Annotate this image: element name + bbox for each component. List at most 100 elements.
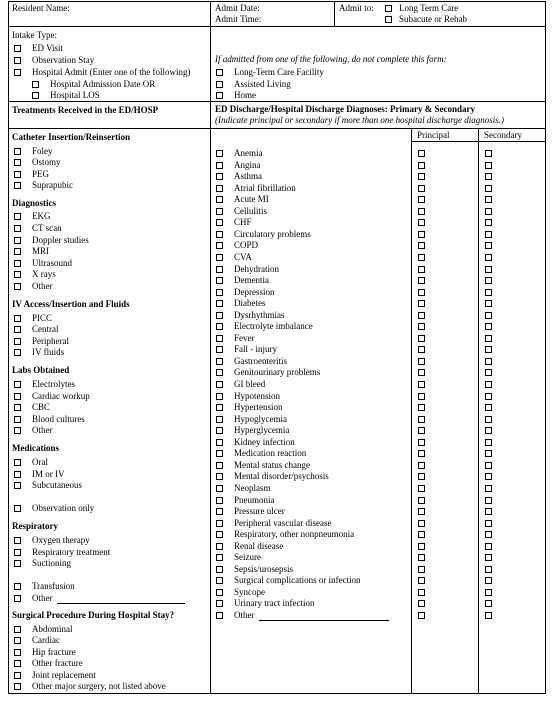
diagnosis-row[interactable]: Fever bbox=[216, 333, 255, 344]
secondary-checkbox[interactable] bbox=[485, 497, 492, 504]
checkbox[interactable] bbox=[14, 649, 21, 656]
principal-checkbox[interactable] bbox=[418, 300, 425, 307]
principal-checkbox[interactable] bbox=[418, 369, 425, 376]
diagnosis-checkbox[interactable] bbox=[216, 312, 223, 319]
checkbox[interactable] bbox=[14, 626, 21, 633]
principal-checkbox[interactable] bbox=[418, 543, 425, 550]
diagnosis-checkbox[interactable] bbox=[216, 612, 223, 619]
secondary-checkbox[interactable] bbox=[485, 196, 492, 203]
resp-oxygen[interactable]: Oxygen therapy bbox=[14, 535, 90, 546]
diagnosis-row[interactable]: Depression bbox=[216, 287, 275, 298]
checkbox[interactable] bbox=[14, 148, 21, 155]
diagnosis-checkbox[interactable] bbox=[216, 231, 223, 238]
principal-checkbox[interactable] bbox=[418, 473, 425, 480]
diagnosis-checkbox[interactable] bbox=[216, 462, 223, 469]
principal-checkbox[interactable] bbox=[418, 185, 425, 192]
principal-checkbox[interactable] bbox=[418, 462, 425, 469]
principal-checkbox[interactable] bbox=[418, 393, 425, 400]
secondary-checkbox[interactable] bbox=[485, 485, 492, 492]
principal-checkbox[interactable] bbox=[418, 254, 425, 261]
intake-admission-date[interactable]: Hospital Admission Date OR bbox=[32, 79, 155, 90]
secondary-checkbox[interactable] bbox=[485, 450, 492, 457]
diagnosis-checkbox[interactable] bbox=[216, 520, 223, 527]
principal-checkbox[interactable] bbox=[418, 208, 425, 215]
secondary-checkbox[interactable] bbox=[485, 566, 492, 573]
diagnosis-row[interactable]: Dehydration bbox=[216, 264, 279, 275]
diagnosis-checkbox[interactable] bbox=[216, 173, 223, 180]
principal-checkbox[interactable] bbox=[418, 266, 425, 273]
principal-checkbox[interactable] bbox=[418, 231, 425, 238]
secondary-checkbox[interactable] bbox=[485, 162, 492, 169]
lab-electrolytes[interactable]: Electrolytes bbox=[14, 379, 75, 390]
diagnosis-row[interactable]: Hyperglycemia bbox=[216, 425, 289, 436]
diagnostic-ekg[interactable]: EKG bbox=[14, 211, 51, 222]
treatment-peg[interactable]: PEG bbox=[14, 169, 49, 180]
secondary-checkbox[interactable] bbox=[485, 300, 492, 307]
principal-checkbox[interactable] bbox=[418, 242, 425, 249]
facility-assisted-living[interactable]: Assisted Living bbox=[216, 79, 291, 90]
facility-ltc[interactable]: Long-Term Care Facility bbox=[216, 67, 324, 78]
diagnosis-row[interactable]: Sepsis/urosepsis bbox=[216, 564, 293, 575]
principal-checkbox[interactable] bbox=[418, 416, 425, 423]
principal-checkbox[interactable] bbox=[418, 150, 425, 157]
principal-checkbox[interactable] bbox=[418, 600, 425, 607]
secondary-checkbox[interactable] bbox=[485, 462, 492, 469]
med-oral[interactable]: Oral bbox=[14, 457, 48, 468]
principal-checkbox[interactable] bbox=[418, 531, 425, 538]
checkbox[interactable] bbox=[216, 81, 223, 88]
diagnosis-row[interactable]: CHF bbox=[216, 217, 252, 228]
diagnosis-row[interactable]: Hypertension bbox=[216, 402, 283, 413]
diagnosis-checkbox[interactable] bbox=[216, 566, 223, 573]
checkbox[interactable] bbox=[14, 57, 21, 64]
diagnosis-checkbox[interactable] bbox=[216, 577, 223, 584]
diagnosis-checkbox[interactable] bbox=[216, 266, 223, 273]
secondary-checkbox[interactable] bbox=[485, 312, 492, 319]
diagnosis-checkbox[interactable] bbox=[216, 427, 223, 434]
checkbox[interactable] bbox=[14, 237, 21, 244]
checkbox[interactable] bbox=[14, 182, 21, 189]
checkbox[interactable] bbox=[32, 81, 39, 88]
checkbox[interactable] bbox=[14, 672, 21, 679]
diagnosis-row[interactable]: Seizure bbox=[216, 552, 261, 563]
diagnosis-checkbox[interactable] bbox=[216, 185, 223, 192]
intake-hospital-los[interactable]: Hospital LOS bbox=[32, 90, 100, 101]
diagnosis-row[interactable]: Acute MI bbox=[216, 194, 269, 205]
secondary-checkbox[interactable] bbox=[485, 346, 492, 353]
checkbox[interactable] bbox=[14, 159, 21, 166]
checkbox[interactable] bbox=[216, 92, 223, 99]
checkbox[interactable] bbox=[14, 171, 21, 178]
principal-checkbox[interactable] bbox=[418, 277, 425, 284]
diagnosis-checkbox[interactable] bbox=[216, 358, 223, 365]
checkbox[interactable] bbox=[14, 393, 21, 400]
principal-checkbox[interactable] bbox=[418, 162, 425, 169]
diagnosis-checkbox[interactable] bbox=[216, 473, 223, 480]
principal-checkbox[interactable] bbox=[418, 589, 425, 596]
secondary-checkbox[interactable] bbox=[485, 231, 492, 238]
diagnostic-xrays[interactable]: X rays bbox=[14, 269, 56, 280]
secondary-checkbox[interactable] bbox=[485, 289, 492, 296]
secondary-checkbox[interactable] bbox=[485, 277, 492, 284]
diagnosis-row[interactable]: Angina bbox=[216, 160, 261, 171]
diagnosis-checkbox[interactable] bbox=[216, 242, 223, 249]
principal-checkbox[interactable] bbox=[418, 358, 425, 365]
diagnosis-row[interactable]: Other bbox=[216, 610, 389, 621]
diagnosis-row[interactable]: Gastroenteritis bbox=[216, 356, 287, 367]
diagnosis-checkbox[interactable] bbox=[216, 393, 223, 400]
diagnosis-checkbox[interactable] bbox=[216, 254, 223, 261]
admit-option-long-term-care[interactable]: Long Term Care bbox=[385, 3, 458, 14]
checkbox[interactable] bbox=[14, 537, 21, 544]
secondary-checkbox[interactable] bbox=[485, 439, 492, 446]
secondary-checkbox[interactable] bbox=[485, 589, 492, 596]
surg-other-major[interactable]: Other major surgery, not listed above bbox=[14, 681, 166, 692]
secondary-checkbox[interactable] bbox=[485, 150, 492, 157]
checkbox[interactable] bbox=[14, 482, 21, 489]
principal-checkbox[interactable] bbox=[418, 577, 425, 584]
checkbox[interactable] bbox=[14, 427, 21, 434]
other-input-line[interactable] bbox=[56, 594, 185, 604]
intake-hospital-admit[interactable]: Hospital Admit (Enter one of the followi… bbox=[14, 67, 190, 78]
diagnosis-row[interactable]: CVA bbox=[216, 252, 252, 263]
checkbox[interactable] bbox=[14, 326, 21, 333]
diagnosis-checkbox[interactable] bbox=[216, 277, 223, 284]
principal-checkbox[interactable] bbox=[418, 404, 425, 411]
lab-blood-cultures[interactable]: Blood cultures bbox=[14, 414, 85, 425]
